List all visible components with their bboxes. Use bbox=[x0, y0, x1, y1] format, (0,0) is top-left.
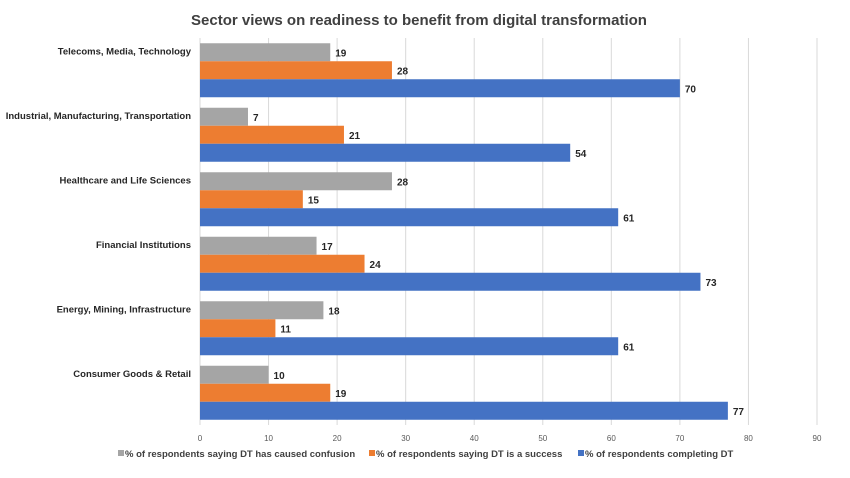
bar-success-3 bbox=[200, 254, 365, 273]
x-tick-label: 80 bbox=[744, 434, 753, 443]
legend-swatch bbox=[118, 450, 124, 456]
category-label: Consumer Goods & Retail bbox=[73, 369, 191, 380]
bar-completing-4 bbox=[200, 337, 619, 356]
bar-success-0 bbox=[200, 61, 392, 80]
chart-title: Sector views on readiness to benefit fro… bbox=[191, 12, 647, 29]
category-label: Financial Institutions bbox=[96, 240, 191, 251]
data-label: 19 bbox=[335, 389, 347, 400]
category-label: Energy, Mining, Infrastructure bbox=[57, 304, 191, 315]
bar-confusion-5 bbox=[200, 365, 269, 384]
data-label: 18 bbox=[328, 306, 340, 317]
data-label: 28 bbox=[397, 177, 409, 188]
bar-success-4 bbox=[200, 319, 276, 338]
data-label: 73 bbox=[705, 278, 717, 289]
data-label: 11 bbox=[280, 324, 291, 335]
data-label: 54 bbox=[575, 149, 587, 160]
x-tick-label: 50 bbox=[538, 434, 547, 443]
bar-confusion-3 bbox=[200, 236, 317, 255]
legend-swatch bbox=[369, 450, 375, 456]
data-label: 10 bbox=[274, 371, 286, 382]
data-label: 21 bbox=[349, 131, 361, 142]
data-label: 61 bbox=[623, 213, 635, 224]
bar-success-1 bbox=[200, 125, 344, 144]
bar-completing-0 bbox=[200, 79, 680, 98]
data-label: 19 bbox=[335, 48, 347, 59]
legend-label: % of respondents completing DT bbox=[585, 449, 734, 460]
bar-confusion-1 bbox=[200, 107, 248, 126]
x-tick-label: 20 bbox=[333, 434, 342, 443]
x-tick-label: 40 bbox=[470, 434, 479, 443]
bar-success-2 bbox=[200, 190, 303, 209]
bar-completing-1 bbox=[200, 143, 571, 162]
bar-success-5 bbox=[200, 383, 331, 402]
category-label: Telecoms, Media, Technology bbox=[58, 46, 192, 57]
x-tick-label: 10 bbox=[264, 434, 273, 443]
bar-completing-5 bbox=[200, 401, 728, 420]
legend-swatch bbox=[578, 450, 584, 456]
category-label: Healthcare and Life Sciences bbox=[60, 175, 191, 186]
data-label: 61 bbox=[623, 342, 635, 353]
category-label: Industrial, Manufacturing, Transportatio… bbox=[6, 111, 191, 122]
x-tick-label: 60 bbox=[607, 434, 616, 443]
data-label: 17 bbox=[322, 242, 334, 253]
bar-confusion-4 bbox=[200, 301, 324, 320]
data-label: 70 bbox=[685, 84, 697, 95]
category-labels: Telecoms, Media, Technology Industrial, M… bbox=[6, 46, 192, 380]
data-label: 7 bbox=[253, 113, 259, 124]
data-label: 15 bbox=[308, 195, 320, 206]
x-tick-label: 0 bbox=[198, 434, 203, 443]
x-tick-label: 70 bbox=[675, 434, 684, 443]
legend-label: % of respondents saying DT is a success bbox=[376, 449, 562, 460]
x-tick-label: 30 bbox=[401, 434, 410, 443]
legend: % of respondents saying DT has caused co… bbox=[118, 449, 734, 460]
bar-confusion-2 bbox=[200, 172, 392, 191]
legend-label: % of respondents saying DT has caused co… bbox=[125, 449, 355, 460]
x-axis-ticks: 0 10 20 30 40 50 60 70 80 90 bbox=[198, 434, 822, 443]
x-tick-label: 90 bbox=[813, 434, 822, 443]
bar-completing-2 bbox=[200, 208, 619, 227]
bars: 19 28 70 7 21 54 28 15 61 17 24 73 18 11 61 10 19 77 bbox=[200, 43, 744, 420]
gridlines bbox=[199, 38, 818, 425]
bar-completing-3 bbox=[200, 272, 701, 291]
data-label: 24 bbox=[370, 260, 382, 271]
data-label: 28 bbox=[397, 66, 409, 77]
data-label: 77 bbox=[733, 407, 745, 418]
bar-confusion-0 bbox=[200, 43, 331, 62]
